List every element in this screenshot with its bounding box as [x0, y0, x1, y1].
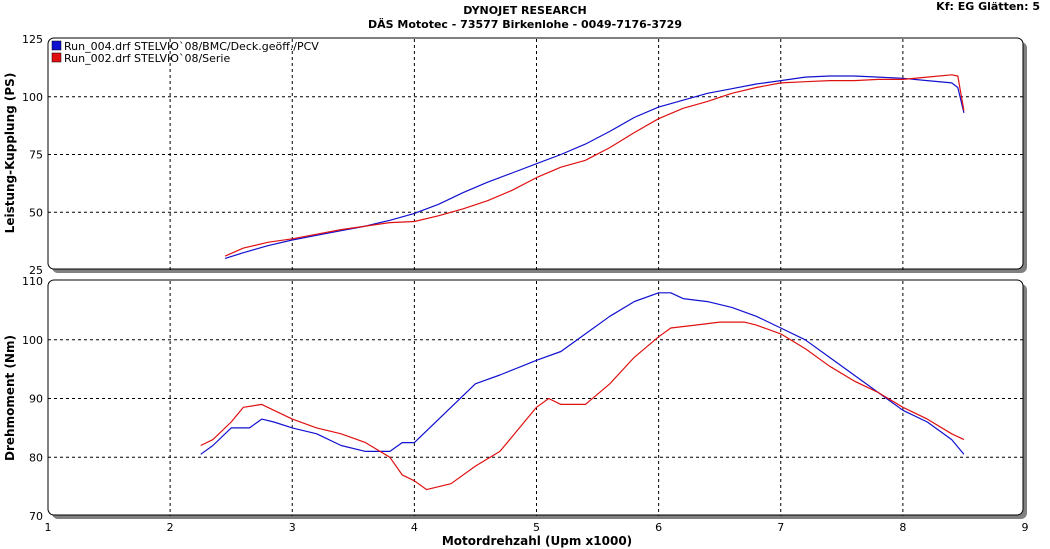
rpm-xtick-label: 8 [899, 521, 906, 534]
torque-panel [47, 279, 1024, 516]
rpm-xtick-label: 2 [167, 521, 174, 534]
power-ytick-label: 25 [29, 264, 43, 277]
torque-ytick-label: 100 [22, 334, 43, 347]
torque-ytick-label: 80 [29, 451, 43, 464]
legend-label-run-004: Run_004.drf STELVIO`08/BMC/Deck.geöff./P… [64, 40, 319, 53]
rpm-xtick-label: 4 [411, 521, 418, 534]
torque-series-line-run-004 [200, 292, 965, 455]
rpm-xtick-label: 7 [777, 521, 784, 534]
torque-ytick-label: 90 [29, 393, 43, 406]
legend-label-run-002: Run_002.drf STELVIO`08/Serie [64, 52, 230, 65]
power-series-line-run-004 [224, 75, 965, 259]
rpm-xtick-label: 3 [289, 521, 296, 534]
power-ytick-label: 100 [22, 91, 43, 104]
rpm-xtick-label: 6 [655, 521, 662, 534]
power-series-line-run-002 [224, 74, 965, 257]
torque-ytick-label: 110 [22, 275, 43, 288]
power-ytick-label: 50 [29, 206, 43, 219]
power-axis-label: Leistung-Kupplung (PS) [3, 73, 17, 234]
torque-series-line-run-002 [200, 321, 965, 491]
power-ytick-label: 75 [29, 149, 43, 162]
rpm-xtick-label: 9 [1022, 521, 1029, 534]
rpm-xtick-label: 5 [533, 521, 540, 534]
power-panel [47, 37, 1024, 270]
rpm-axis-label: Motordrehzahl (Upm x1000) [442, 534, 632, 548]
chart-subtitle: DÄS Mototec - 73577 Birkenlohe - 0049-71… [368, 18, 682, 31]
chart-title: DYNOJET RESEARCH [463, 4, 587, 17]
legend-swatch-run-002 [51, 52, 62, 63]
torque-ytick-label: 70 [29, 510, 43, 523]
legend-swatch-run-004 [51, 40, 62, 51]
smoothing-settings: Kf: EG Glätten: 5 [936, 0, 1040, 13]
rpm-xtick-label: 1 [45, 521, 52, 534]
torque-axis-label: Drehmoment (Nm) [3, 335, 17, 461]
power-ytick-label: 125 [22, 33, 43, 46]
